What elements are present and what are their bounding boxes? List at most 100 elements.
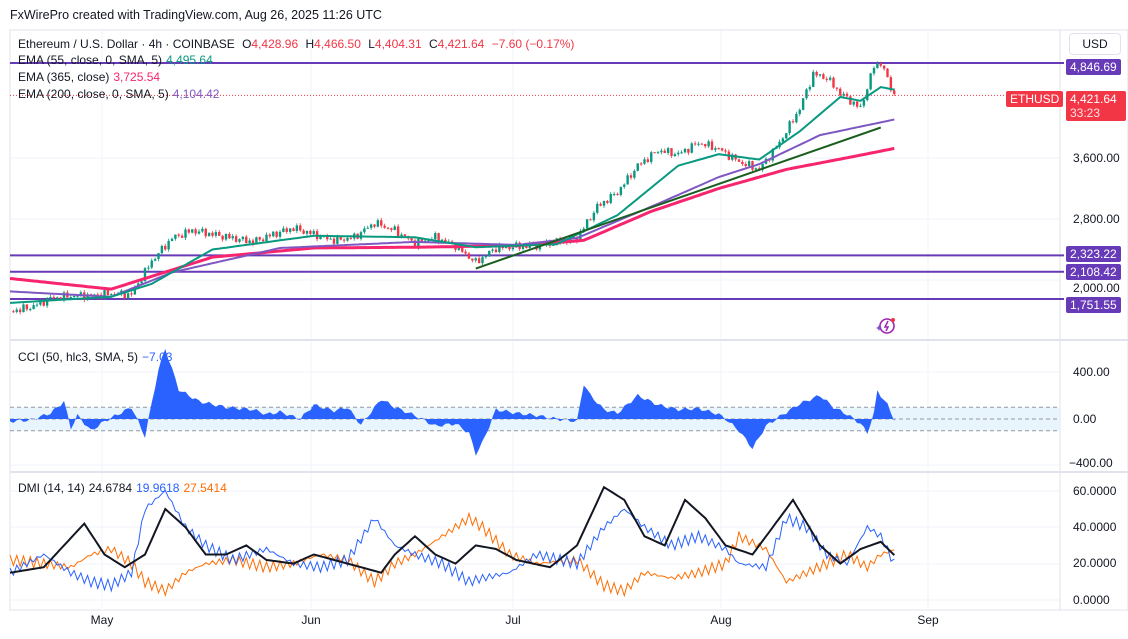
di-plus-line: [9, 489, 895, 593]
candle-body: [157, 253, 160, 259]
candle-body: [42, 299, 45, 306]
candle-body: [427, 240, 430, 242]
candle-body: [15, 309, 18, 312]
trendline: [475, 126, 882, 270]
symbol-title[interactable]: Ethereum / U.S. Dollar · 4h · COINBASE: [18, 37, 235, 51]
candle-body: [747, 161, 751, 167]
low-label: L: [368, 37, 375, 51]
candle-body: [619, 186, 623, 195]
ema55-legend[interactable]: EMA (55, close, 0, SMA, 5) 4,495.64: [18, 53, 217, 67]
candle-body: [164, 245, 167, 250]
candle-body: [369, 224, 373, 228]
ema200-legend[interactable]: EMA (200, close, 0, SMA, 5) 4,104.42: [18, 87, 223, 101]
candle-body: [511, 247, 515, 250]
candle-body: [612, 193, 616, 195]
candle-body: [704, 144, 707, 147]
candle-body: [376, 220, 380, 227]
candle-body: [437, 233, 440, 243]
candle-body: [471, 258, 474, 261]
ema200-label: EMA (200, close, 0, SMA, 5): [18, 87, 169, 101]
candle-body: [184, 229, 187, 238]
candle-body: [39, 299, 42, 305]
ema200-value: 4,104.42: [172, 87, 220, 101]
candle-body: [693, 143, 697, 145]
candle-body: [771, 149, 774, 161]
candle-body: [717, 148, 720, 150]
candle-body: [386, 227, 390, 229]
candle-body: [265, 234, 268, 242]
dmi-tick: 40.0000: [1073, 520, 1117, 534]
candle-body: [643, 159, 646, 164]
chart-frame: [9, 29, 1128, 611]
candle-body: [822, 74, 825, 79]
lightning-sparkle-icon[interactable]: [876, 316, 898, 336]
candle-body: [825, 78, 828, 80]
candle-body: [663, 150, 666, 153]
candle-body: [373, 224, 376, 227]
candle-body: [589, 219, 592, 221]
ema55-line: [9, 86, 895, 304]
candle-body: [400, 234, 403, 237]
candle-body: [886, 68, 889, 78]
dmi-tick: 0.0000: [1073, 593, 1110, 607]
cci-legend[interactable]: CCI (50, hlc3, SMA, 5) −7.03: [18, 350, 176, 364]
candle-body: [79, 292, 83, 296]
candle-body: [45, 298, 49, 306]
level-badge: 2,108.42: [1066, 264, 1121, 280]
candle-body: [32, 305, 35, 310]
candle-body: [22, 304, 25, 313]
candle-body: [174, 234, 177, 239]
candle-body: [525, 245, 528, 248]
candle-body: [197, 231, 201, 234]
candle-body: [413, 240, 417, 248]
candle-body: [342, 239, 346, 241]
candle-body: [29, 309, 32, 311]
ema365-legend[interactable]: EMA (365, close) 3,725.54: [18, 70, 164, 84]
candle-body: [170, 238, 174, 241]
candle-body: [724, 150, 727, 152]
candle-body: [744, 163, 747, 167]
candle-body: [103, 289, 106, 298]
candle-body: [828, 77, 832, 80]
change-value: −7.60 (−0.17%): [491, 37, 575, 51]
candle-body: [123, 290, 126, 299]
candle-body: [261, 239, 265, 242]
candle-body: [76, 295, 79, 297]
time-label: May: [90, 613, 114, 627]
candle-body: [484, 256, 488, 258]
candle-body: [461, 245, 464, 252]
candle-body: [143, 268, 147, 282]
candle-body: [393, 226, 396, 230]
cci-tick: −400.00: [1069, 456, 1113, 470]
candle-body: [177, 234, 180, 236]
candle-body: [25, 304, 29, 310]
candle-body: [96, 294, 99, 296]
candle-body: [35, 304, 39, 306]
candle-body: [616, 193, 619, 195]
candle-body: [403, 234, 407, 237]
candle-body: [879, 63, 882, 66]
candle-body: [420, 238, 423, 242]
candle-body: [508, 245, 511, 250]
dmi-legend[interactable]: DMI (14, 14) 24.6784 19.9618 27.5414: [18, 481, 231, 495]
candle-body: [491, 249, 494, 251]
candle-body: [130, 293, 133, 295]
candle-body: [795, 113, 798, 123]
candle-body: [346, 237, 349, 241]
candle-body: [464, 251, 467, 254]
candle-body: [697, 143, 700, 145]
candle-body: [417, 238, 420, 248]
candle-body: [56, 297, 59, 299]
candle-body: [832, 77, 835, 88]
candle-body: [349, 237, 353, 239]
candle-body: [467, 253, 471, 259]
currency-button[interactable]: USD: [1069, 33, 1121, 55]
candle-body: [366, 227, 369, 229]
level-badge: 2,323.22: [1066, 246, 1121, 262]
price-tick: 2,000.00: [1073, 281, 1120, 295]
candle-body: [359, 232, 363, 239]
candle-body: [295, 225, 299, 232]
dmi-tick: 60.0000: [1073, 484, 1117, 498]
candle-body: [731, 154, 734, 160]
